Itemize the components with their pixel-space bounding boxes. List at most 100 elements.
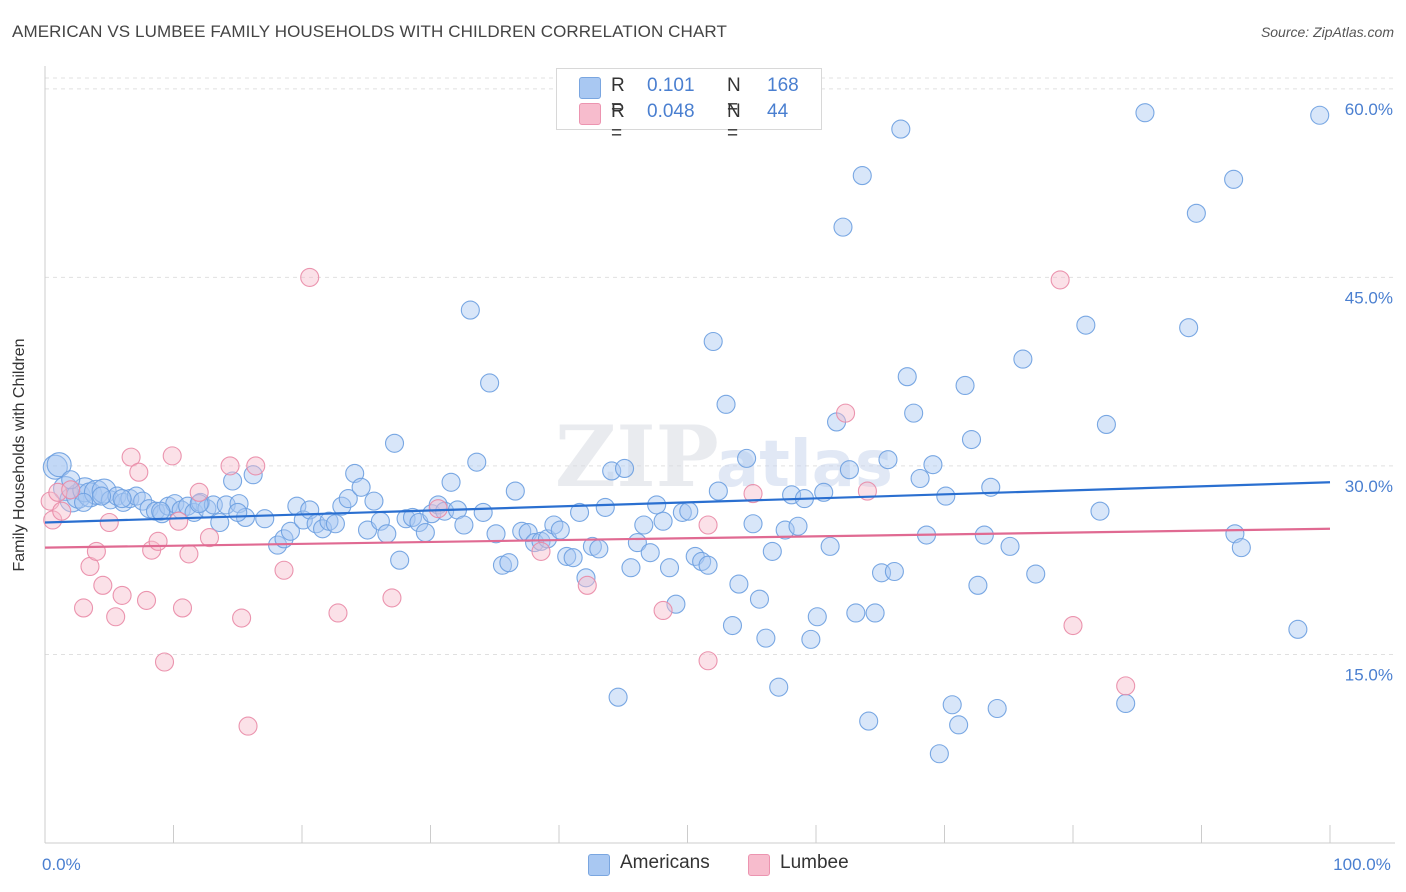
lumbee-point — [698, 651, 718, 671]
american-point — [1116, 693, 1136, 714]
american-point — [910, 468, 930, 489]
american-point — [91, 486, 112, 506]
american-point — [904, 403, 924, 423]
lumbee-point — [836, 403, 856, 423]
lumbee-point — [428, 499, 448, 519]
lumbee-point — [274, 560, 294, 580]
lumbee-point — [99, 512, 119, 533]
x-tick-label: 0.0% — [42, 855, 81, 874]
lumbee-point — [246, 456, 266, 476]
american-point — [716, 394, 736, 414]
american-point — [133, 491, 153, 511]
american-point — [42, 454, 68, 480]
lumbee-point — [74, 598, 94, 618]
lumbee-point — [169, 511, 189, 531]
american-point — [332, 496, 352, 516]
american-point — [839, 460, 859, 480]
lumbee-point — [172, 598, 193, 618]
american-point — [1231, 538, 1251, 558]
lumbee-point — [112, 585, 132, 605]
american-point — [820, 536, 840, 556]
american-point — [729, 574, 749, 594]
american-point — [769, 677, 789, 697]
american-point — [608, 687, 628, 707]
american-point — [415, 522, 435, 543]
american-point — [151, 501, 171, 521]
lumbee-point — [653, 600, 673, 621]
american-point — [743, 514, 763, 534]
american-point — [859, 711, 879, 731]
bottom-legend-label: Americans — [620, 852, 710, 873]
legend-swatch-lumbee — [579, 103, 601, 125]
american-point — [1288, 619, 1308, 639]
american-point — [647, 495, 667, 515]
lumbee-point — [382, 588, 402, 608]
american-point — [775, 520, 795, 540]
legend-r-label: R = — [611, 101, 625, 144]
american-point — [884, 561, 904, 582]
american-point — [384, 433, 405, 453]
american-point — [228, 502, 248, 522]
american-point — [614, 458, 635, 478]
lumbee-point — [238, 716, 258, 736]
american-point — [1096, 414, 1116, 434]
american-point — [189, 494, 209, 514]
lumbee-point — [179, 544, 199, 564]
lumbee-point — [1050, 270, 1070, 290]
american-point — [74, 492, 94, 512]
american-point — [762, 541, 782, 561]
legend-n-value: 44 — [767, 101, 789, 122]
american-point — [570, 502, 590, 522]
grid-lines — [45, 77, 1395, 655]
trend-lines — [44, 481, 1331, 549]
y-tick-label: 45.0% — [1345, 288, 1393, 307]
lumbee-point — [328, 603, 348, 623]
bottom-legend-swatch-americans — [588, 854, 610, 876]
american-point — [550, 520, 570, 540]
lumbee-point — [743, 484, 763, 504]
american-point — [126, 486, 146, 506]
american-point — [788, 516, 808, 536]
american-point — [325, 514, 345, 534]
american-point — [486, 524, 506, 544]
lumbee-point — [93, 575, 113, 595]
american-point — [480, 373, 500, 393]
lumbee-point — [61, 480, 81, 500]
american-point — [929, 744, 949, 764]
american-point — [891, 119, 911, 139]
american-point — [1224, 169, 1244, 189]
legend-n-label: N = — [727, 101, 741, 144]
american-point — [1000, 536, 1020, 556]
american-point — [338, 489, 358, 509]
american-point — [955, 375, 975, 396]
lumbee-point — [106, 607, 126, 627]
american-point — [1076, 315, 1096, 335]
american-point — [749, 589, 770, 609]
american-point — [801, 629, 821, 649]
american-point — [756, 628, 776, 648]
american-point — [722, 616, 743, 636]
american-point — [878, 450, 898, 470]
american-point — [390, 550, 410, 570]
american-point — [974, 525, 994, 545]
legend-n-label: N = — [727, 75, 741, 118]
lumbee-point — [577, 575, 597, 595]
american-point — [897, 367, 917, 387]
lumbee-point — [1116, 676, 1136, 696]
american-point — [1179, 318, 1199, 338]
american-point — [865, 603, 885, 623]
american-point — [949, 715, 969, 735]
american-point — [112, 489, 132, 509]
axes — [44, 66, 1395, 844]
american-point — [846, 603, 866, 623]
lumbee-point — [531, 541, 551, 561]
american-point — [814, 482, 834, 502]
american-point — [1135, 103, 1155, 123]
american-point — [679, 501, 699, 521]
american-point — [833, 217, 853, 237]
american-point — [968, 575, 988, 595]
chart-title: AMERICAN VS LUMBEE FAMILY HOUSEHOLDS WIT… — [12, 22, 727, 41]
american-point — [1013, 349, 1033, 369]
american-point — [505, 481, 525, 501]
watermark-text: ZIP — [555, 407, 719, 506]
